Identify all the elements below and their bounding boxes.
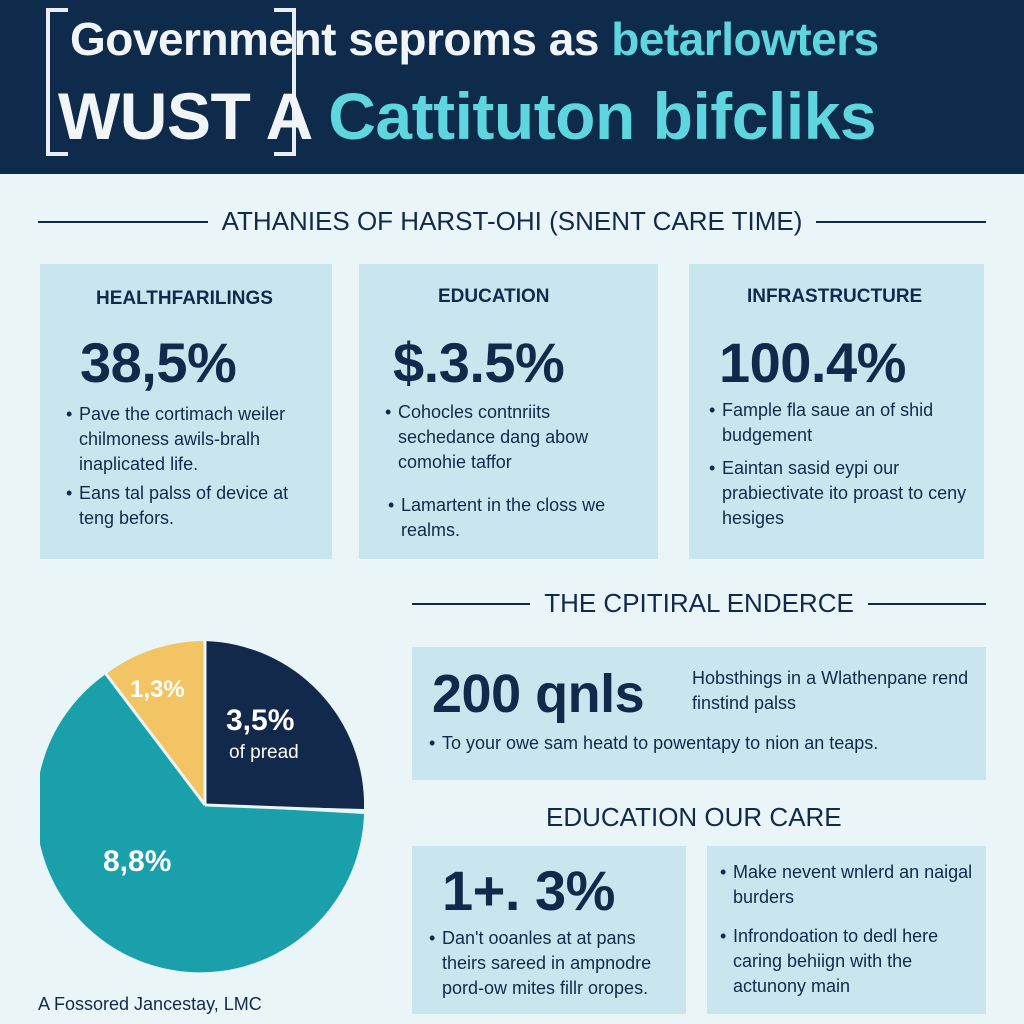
section-heading-3: EDUCATION OUR CARE xyxy=(546,802,842,833)
footer-credit: A Fossored Jancestay, LMC xyxy=(38,994,262,1014)
title-bracket-frame xyxy=(46,8,296,156)
pie-slice-gold xyxy=(106,641,205,805)
pie-chart xyxy=(40,641,364,973)
card-value: 100.4% xyxy=(719,331,906,394)
section-heading-1: ATHANIES OF HARST-OHI (SNENT CARE TIME) xyxy=(38,206,987,237)
title-highlight: Cattituton bifcliks xyxy=(328,79,877,153)
card-bullet: • Cohocles contnriits sechedance dang abo… xyxy=(385,402,589,472)
page-title-line-2: WUST A Cattituton bifcliks xyxy=(58,78,877,154)
card-label: HEALTHFARILINGS xyxy=(96,288,273,309)
card-bullet: • Pave the cortimach weiler chilmoness aw… xyxy=(66,404,286,474)
pie-label-teal: 8,8% xyxy=(103,845,172,878)
card-bullet: • Eans tal palss of device at teng befors… xyxy=(66,483,289,528)
title-part: Government seproms as xyxy=(70,13,612,65)
divider xyxy=(816,220,987,223)
title-highlight: betarlowters xyxy=(611,13,879,65)
pie-label-navy: 3,5% xyxy=(226,704,295,737)
pie-sublabel-navy: of pread xyxy=(229,742,299,763)
divider xyxy=(867,602,987,605)
stat-card-education-care: 1+. 3% • Dan't ooanles at at pans theirs … xyxy=(412,846,686,1014)
pie-slice-teal xyxy=(40,674,364,973)
section-heading-2: THE CPITIRAL ENDERCE xyxy=(412,588,987,619)
stat-card-health: HEALTHFARILINGS 38,5% • Pave the cortimac… xyxy=(40,264,332,559)
pie-slice-navy xyxy=(205,641,364,809)
card-bullet: • Lamartent in the closs we realms. xyxy=(388,495,606,540)
card-bullet: • Infrondoation to dedl here caring behii… xyxy=(720,926,939,996)
card-bullet: • Fample fla saue an of shid budgement xyxy=(709,400,934,445)
card-value: 38,5% xyxy=(80,331,237,394)
page-title-line-1: Government seproms as betarlowters xyxy=(70,12,879,66)
title-bracket-word: WUST xyxy=(58,79,251,153)
stat-card-cpitiral: 200 qnls Hobsthings in a Wlathenpane ren… xyxy=(412,647,986,780)
card-label: EDUCATION xyxy=(438,286,550,307)
card-bullet: • Eaintan sasid eypi our prabiectivate it… xyxy=(709,458,967,528)
section-title: THE CPITIRAL ENDERCE xyxy=(544,588,854,618)
divider xyxy=(38,220,208,223)
stat-card-infrastructure: INFRASTRUCTURE 100.4% • Fample fla saue a… xyxy=(689,264,984,559)
card-value: 1+. 3% xyxy=(442,859,615,922)
stat-card-education: EDUCATION $.3.5% • Cohocles contnriits se… xyxy=(359,264,658,559)
title-part: A xyxy=(250,79,329,153)
card-value: $.3.5% xyxy=(393,331,565,394)
header-banner: Government seproms as betarlowters WUST … xyxy=(0,0,1024,174)
divider xyxy=(412,602,531,605)
card-bullet: • To your owe sam heatd to powentapy to n… xyxy=(429,733,879,753)
card-side-text: Hobsthings in a Wlathenpane rend finstin… xyxy=(692,668,969,713)
card-bullet: • Make nevent wnlerd an naigal burders xyxy=(720,862,973,907)
section-title: ATHANIES OF HARST-OHI (SNENT CARE TIME) xyxy=(221,206,803,236)
pie-label-gold: 1,3% xyxy=(130,676,185,703)
section-title: EDUCATION OUR CARE xyxy=(546,802,842,832)
card-label: INFRASTRUCTURE xyxy=(747,286,923,307)
card-bullet: • Dan't ooanles at at pans theirs sareed … xyxy=(429,928,652,998)
card-value: 200 qnls xyxy=(432,664,645,724)
stat-card-notes: • Make nevent wnlerd an naigal burders • I… xyxy=(707,846,986,1014)
